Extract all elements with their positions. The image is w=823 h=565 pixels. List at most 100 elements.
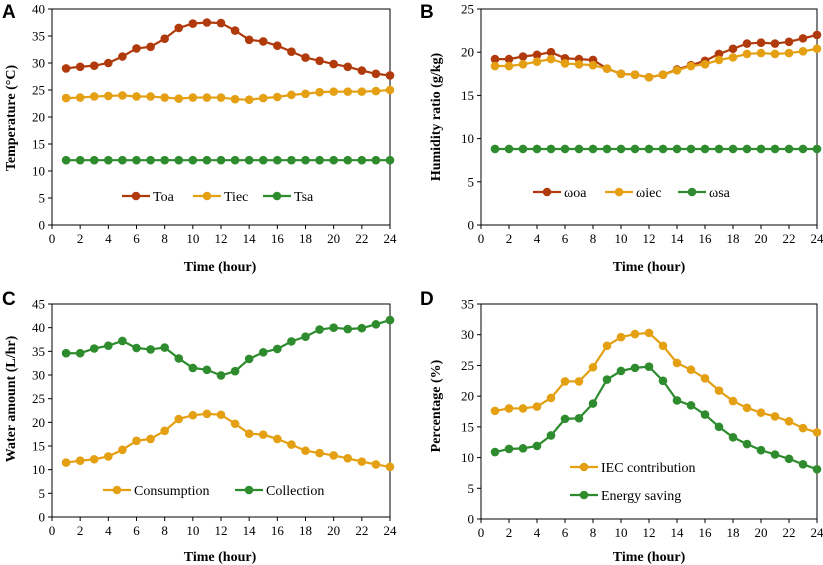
x-tick-label: 18 [727, 525, 740, 540]
data-point-toa [132, 44, 141, 53]
x-tick-label: 0 [49, 231, 56, 246]
x-tick-label: 10 [615, 525, 628, 540]
data-point-toa [301, 53, 310, 62]
x-tick-label: 20 [327, 523, 340, 538]
data-point--sa [560, 144, 570, 154]
data-point-consumption [273, 434, 282, 444]
data-point-consumption [301, 446, 310, 456]
x-axis-title-b: Time (hour) [613, 260, 686, 275]
data-point-tiec [188, 93, 198, 102]
data-point-energy-saving [672, 396, 682, 405]
data-point--iec [560, 59, 570, 68]
data-point-toa [287, 47, 296, 56]
y-tick-label: 15 [32, 137, 45, 152]
data-point-consumption [230, 419, 240, 429]
data-point-collection [371, 320, 381, 329]
x-tick-label: 0 [49, 523, 56, 538]
data-point-consumption [343, 454, 353, 463]
data-point-collection [132, 343, 141, 353]
y-tick-label: 30 [461, 327, 474, 342]
data-point-iec-contribution [546, 393, 556, 403]
x-tick-label: 2 [506, 231, 513, 246]
series-line-consumption [65, 412, 391, 468]
data-point-collection [329, 323, 338, 332]
data-point--iec [574, 59, 584, 69]
data-point-energy-saving [574, 413, 584, 423]
data-point--oa [546, 47, 556, 57]
x-tick-label: 0 [478, 525, 485, 540]
x-axis-title-c: Time (hour) [184, 550, 257, 565]
x-tick-label: 12 [643, 231, 656, 246]
data-point-tsa [160, 155, 169, 165]
data-point-iec-contribution [602, 341, 612, 351]
y-tick-label: 25 [461, 358, 474, 373]
y-tick-label: 15 [461, 419, 474, 434]
legend-label-collection: Collection [266, 484, 324, 499]
data-point-tiec [343, 87, 353, 96]
x-tick-label: 18 [727, 231, 740, 246]
data-point-iec-contribution [644, 328, 654, 338]
data-point-toa [244, 35, 254, 45]
data-point-tiec [315, 87, 324, 97]
y-tick-label: 35 [461, 297, 474, 312]
x-tick-label: 10 [186, 523, 199, 538]
y-axis-title-d: Percentage (%) [429, 359, 444, 452]
data-point-iec-contribution [490, 406, 500, 416]
data-point-consumption [329, 451, 338, 460]
x-tick-label: 14 [671, 231, 685, 246]
data-point-iec-contribution [574, 377, 584, 386]
series-line-collection [66, 319, 391, 377]
data-point-collection [160, 343, 169, 352]
x-tick-label: 12 [215, 523, 228, 538]
data-point-tiec [174, 94, 184, 103]
y-tick-label: 25 [32, 83, 45, 98]
data-point--iec [644, 72, 654, 82]
data-point--iec [630, 70, 640, 79]
x-tick-label: 8 [161, 231, 168, 246]
data-point-consumption [287, 440, 296, 449]
data-point-consumption [188, 410, 198, 420]
data-point--iec [798, 47, 808, 56]
data-point-iec-contribution [532, 402, 542, 411]
legend-marker-toa [131, 191, 141, 201]
data-point-energy-saving [742, 439, 752, 449]
data-point-energy-saving [532, 441, 542, 451]
data-point-iec-contribution [756, 408, 766, 418]
data-point-energy-saving [812, 464, 822, 474]
data-point--sa [798, 144, 808, 154]
data-point-collection [258, 347, 268, 357]
data-point-collection [273, 344, 282, 354]
data-point-tiec [287, 90, 296, 100]
data-point--oa [784, 37, 794, 47]
data-point-collection [75, 348, 85, 358]
legend-marker-tsa [272, 191, 282, 201]
data-point--iec [532, 57, 542, 67]
data-point-collection [202, 365, 212, 375]
legend-label-toa: Toa [153, 190, 175, 205]
data-point-collection [188, 363, 198, 373]
data-point-tiec [329, 87, 338, 96]
data-point-collection [216, 371, 226, 380]
data-point--sa [700, 144, 710, 154]
data-point-tsa [202, 155, 212, 165]
x-tick-label: 2 [77, 231, 84, 246]
data-point-tiec [385, 85, 395, 95]
x-tick-label: 14 [243, 231, 257, 246]
data-point-collection [357, 323, 367, 333]
data-point--sa [490, 144, 500, 154]
y-tick-label: 20 [32, 415, 45, 430]
data-point--iec [504, 61, 514, 71]
y-tick-label: 5 [468, 481, 475, 496]
x-tick-label: 4 [534, 231, 541, 246]
data-point-toa [202, 18, 212, 27]
data-point--sa [812, 144, 822, 154]
x-tick-label: 14 [243, 523, 257, 538]
data-point-toa [273, 41, 282, 51]
panel-letter-d: D [420, 289, 434, 310]
x-tick-label: 10 [615, 231, 628, 246]
x-tick-label: 24 [384, 231, 398, 246]
x-tick-label: 4 [105, 523, 112, 538]
data-point-energy-saving [518, 444, 528, 453]
